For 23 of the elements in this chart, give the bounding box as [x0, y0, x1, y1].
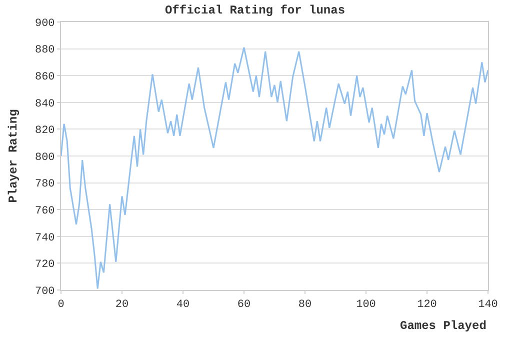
x-tick-label: 0: [58, 299, 64, 312]
y-tick-label: 720: [34, 259, 55, 272]
x-tick-label: 120: [417, 299, 437, 312]
line-series: [61, 46, 488, 290]
x-tick-label: 140: [478, 299, 498, 312]
y-tick-label: 700: [34, 286, 55, 298]
y-tick-label: 800: [34, 152, 55, 164]
x-axis-title: Games Played: [400, 319, 486, 333]
y-tick-label: 760: [34, 205, 55, 218]
x-tick-label: 100: [356, 299, 376, 312]
x-tick-label: 20: [115, 299, 129, 312]
chart-title: Official Rating for lunas: [164, 4, 346, 18]
y-tick-label: 820: [34, 125, 55, 138]
y-tick-label: 740: [34, 232, 55, 244]
y-tick-label: 880: [34, 44, 55, 57]
x-tick-label: 60: [237, 299, 251, 312]
y-tick-label: 840: [34, 98, 55, 110]
y-tick-label: 860: [34, 71, 55, 84]
y-tick-label: 900: [34, 18, 55, 30]
x-tick-label: 80: [298, 299, 312, 312]
x-tick-label: 40: [176, 299, 190, 312]
y-tick-label: 780: [34, 178, 55, 191]
y-axis-title: Player Rating: [6, 109, 20, 203]
